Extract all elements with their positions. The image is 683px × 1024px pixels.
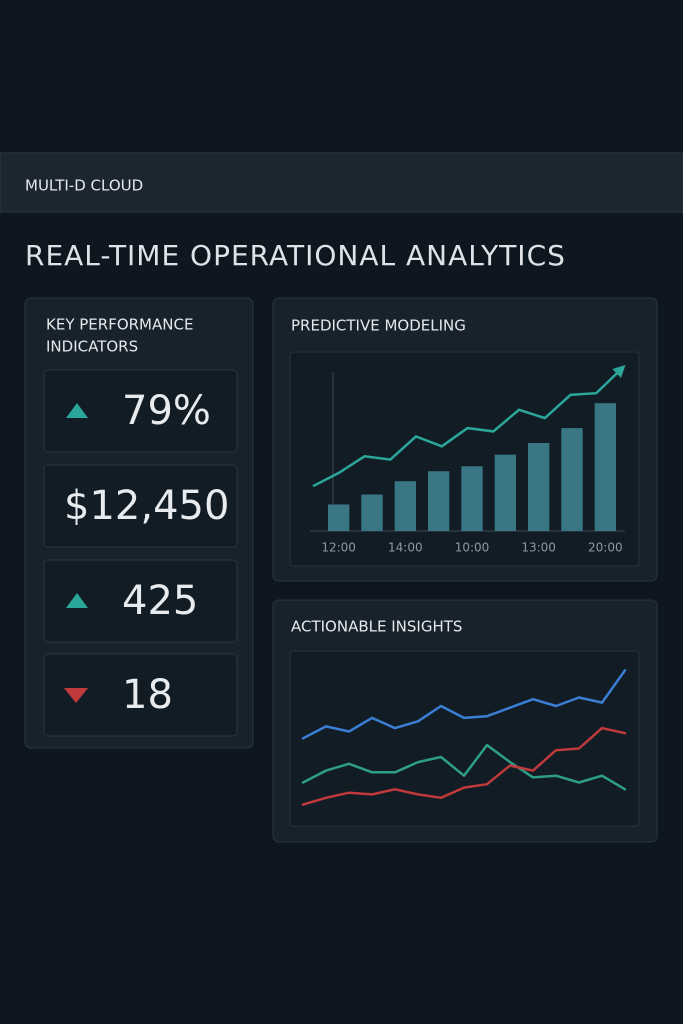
kpi-value: 425 — [122, 578, 198, 624]
kpi-value: $12,450 — [64, 483, 229, 529]
bar-chart: 12:00 14:00 10:00 13:00 20:00 — [312, 364, 626, 555]
kpi-title: INDICATORS — [46, 338, 138, 356]
trend-up-icon — [66, 403, 88, 418]
bar — [428, 471, 450, 531]
kpi-value: 79% — [122, 388, 211, 434]
x-tick-label: 20:00 — [588, 541, 623, 555]
kpi-card — [43, 653, 238, 737]
trend-down-icon — [64, 688, 88, 703]
header-bar — [0, 152, 683, 213]
x-tick-label: 14:00 — [388, 541, 423, 555]
x-tick-label: 13:00 — [521, 541, 556, 555]
series-line — [301, 726, 627, 806]
bar — [494, 454, 516, 531]
series-line — [301, 669, 627, 740]
kpi-card — [43, 369, 238, 453]
chart-title: PREDICTIVE MODELING — [291, 317, 466, 335]
kpi-title: KEY PERFORMANCE — [46, 316, 193, 334]
bar — [328, 504, 350, 531]
x-tick-label: 12:00 — [321, 541, 356, 555]
trend-line — [312, 364, 626, 488]
kpi-list: 79% $12,450 425 18 — [43, 369, 238, 737]
bar — [394, 481, 416, 531]
brand: MULTI-D CLOUD — [25, 177, 143, 195]
bar — [528, 443, 550, 531]
kpi-card — [43, 464, 238, 548]
trend-up-icon — [66, 593, 88, 608]
page-title: REAL-TIME OPERATIONAL ANALYTICS — [25, 239, 566, 272]
plot-area — [289, 650, 640, 827]
series-line — [301, 743, 627, 791]
kpi-card — [43, 559, 238, 643]
plot-area — [289, 351, 640, 567]
bar — [594, 403, 616, 531]
bar — [461, 466, 483, 531]
bar — [561, 428, 583, 531]
chart-title: ACTIONABLE INSIGHTS — [291, 618, 462, 636]
line-chart — [301, 669, 627, 806]
bar — [361, 494, 383, 531]
kpi-value: 18 — [122, 672, 173, 718]
x-tick-label: 10:00 — [455, 541, 490, 555]
